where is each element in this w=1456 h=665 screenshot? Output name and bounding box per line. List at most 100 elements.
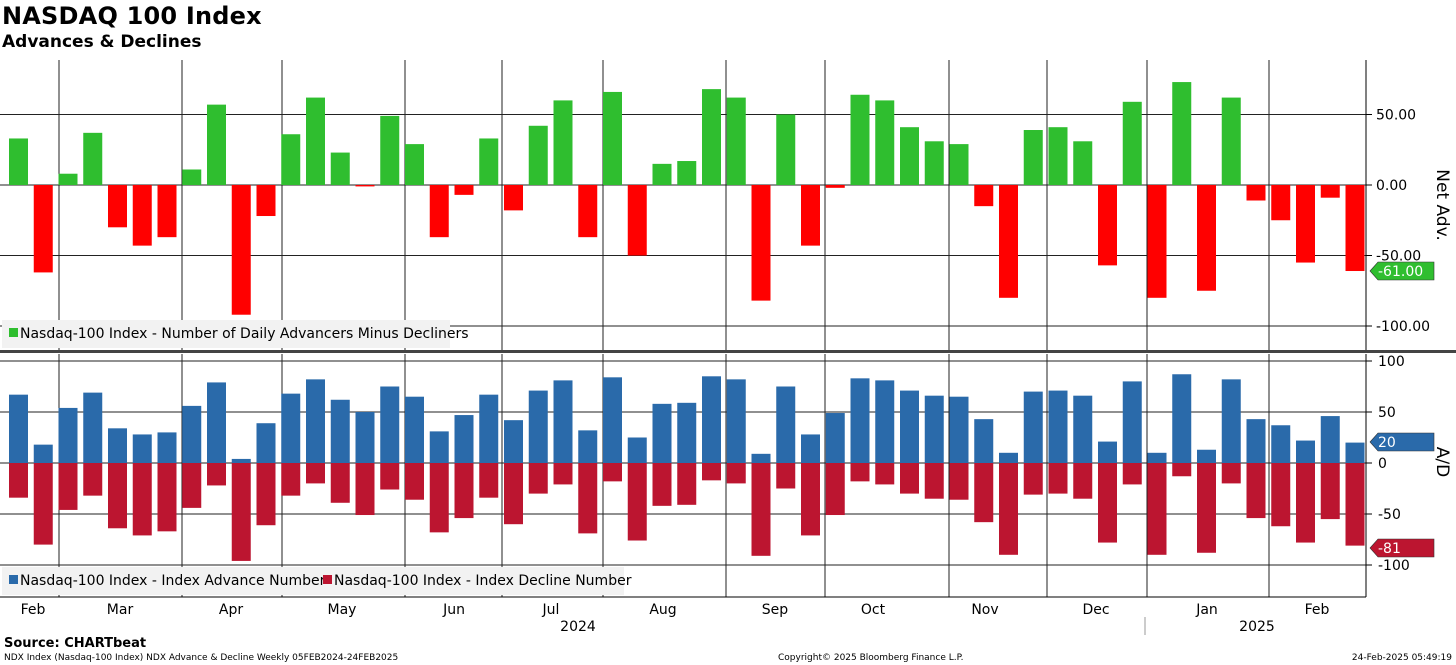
net-adv-bar [207,104,226,185]
x-month-label: Feb [1305,602,1330,618]
decline-bar [33,463,53,545]
advance-bar [528,390,548,463]
advance-bar [578,430,598,463]
advance-bar [677,402,697,463]
x-month-label: Sep [762,602,789,618]
decline-bar [380,463,400,490]
net-adv-bar [504,185,523,211]
decline-bar [479,463,499,498]
chart-subtitle: Advances & Declines [2,32,202,52]
decline-bar [924,463,944,499]
advance-bar [949,396,969,463]
advance-bar [58,407,78,463]
net-adv-bar [528,125,548,185]
advance-bar [1271,425,1291,463]
advance-bar [281,393,301,463]
decline-bar [306,463,325,484]
footer-timestamp: 24-Feb-2025 05:49:19 [1351,653,1452,663]
net-adv-bar [58,173,78,185]
decline-bar [850,463,870,482]
advance-bar [1098,441,1117,463]
x-year-label: 2024 [560,619,596,635]
net-adv-bar [355,185,375,187]
decline-bar [1172,463,1192,477]
advance-bar [900,390,919,463]
x-month-label: Apr [219,602,243,618]
advance-bar [454,415,474,463]
advance-bar [231,458,251,463]
decline-bar [207,463,226,486]
decline-bar [702,463,721,481]
advance-bar [1147,452,1167,463]
advance-bar [1023,391,1043,463]
decline-bar [1147,463,1167,555]
net-adv-bar [652,163,672,185]
advance-bar [603,377,622,463]
decline-bar [504,463,523,525]
net-adv-bar [1246,185,1266,201]
net-adv-bar [1073,141,1093,185]
decline-bar [949,463,969,500]
net-adv-bar [949,144,969,185]
decline-bar [355,463,375,516]
net-adv-bar [108,185,127,228]
legend-label-decline: Nasdaq-100 Index - Index Decline Number [334,573,632,589]
net-adv-bar [1221,97,1241,185]
advance-bar [1073,395,1093,463]
advance-bar [875,380,895,463]
decline-bar [1098,463,1117,543]
advance-bar [776,386,796,463]
y-tick-label-bottom: 100 [1378,354,1405,370]
legend-label-net-adv: Nasdaq-100 Index - Number of Daily Advan… [20,326,469,342]
net-adv-bar [330,152,350,185]
decline-bar [825,463,845,516]
y-tick-label-top: -100.00 [1376,319,1430,335]
net-adv-bar [627,185,647,256]
decline-bar [108,463,127,529]
decline-bar [429,463,449,533]
y-tick-label-bottom: -50 [1378,507,1401,523]
net-adv-bar [454,185,474,195]
decline-bar [999,463,1018,555]
net-adv-bar [182,169,202,185]
net-adv-bar [1098,185,1117,266]
decline-bar [627,463,647,541]
decline-bar [83,463,103,496]
decline-bar [1073,463,1093,499]
advance-bar [553,380,573,463]
y-tick-label-top: -50.00 [1376,249,1421,265]
x-month-label: Nov [971,602,998,618]
decline-bar [726,463,746,484]
x-month-label: May [328,602,357,618]
advance-bar [108,428,127,463]
net-adv-bar [132,185,152,246]
decline-bar [1345,463,1365,546]
y-tick-label-top: 0.00 [1376,178,1407,194]
decline-bar [330,463,350,503]
decline-bar [405,463,424,500]
net-adv-bar [231,185,251,315]
advance-bar [157,432,177,463]
last-value-net-adv-box [1369,261,1435,281]
net-adv-bar [924,141,944,185]
decline-bar [1197,463,1216,553]
advance-bar [256,423,276,463]
x-month-label: Feb [21,602,46,618]
decline-bar [231,463,251,561]
decline-bar [454,463,474,519]
net-adv-bar [603,91,622,185]
net-adv-bar [677,161,697,185]
decline-bar [1320,463,1340,520]
net-adv-bar [1172,82,1192,185]
advance-bar [306,379,325,463]
x-month-label: Dec [1082,602,1109,618]
advance-bar [380,386,400,463]
decline-bar [1271,463,1291,527]
decline-bar [256,463,276,526]
net-adv-bar [801,185,820,246]
source-label: Source: CHARTbeat [4,636,147,651]
decline-bar [751,463,771,556]
decline-bar [1221,463,1241,484]
net-adv-bar [33,185,53,273]
net-adv-bar [1197,185,1216,291]
